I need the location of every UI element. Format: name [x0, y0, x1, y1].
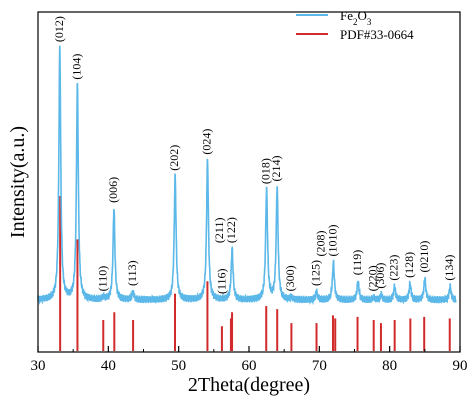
- peak-label: (223): [387, 255, 401, 281]
- peak-label-text: (125): [309, 260, 323, 286]
- legend-label-fe2o3: Fe2O3: [340, 8, 372, 27]
- peak-label-text: (006): [106, 177, 120, 203]
- peak-label: (128): [402, 252, 416, 278]
- x-tick-label: 50: [171, 358, 186, 374]
- peak-label-text: (0210): [417, 241, 431, 273]
- legend-label-pdf: PDF#33-0664: [340, 27, 414, 42]
- peak-label: (018): [259, 158, 273, 184]
- peak-label: (220): [365, 265, 379, 291]
- peak-label: (211)(122): [212, 217, 238, 243]
- peak-label: (119): [350, 250, 364, 276]
- x-tick-label: 90: [453, 358, 468, 374]
- peak-label-text: (119): [350, 250, 364, 276]
- x-tick-label: 60: [242, 358, 257, 374]
- peak-label-text: (208): [313, 230, 327, 256]
- peak-label-text: (104): [69, 54, 83, 80]
- peak-label-text: (018): [259, 158, 273, 184]
- peak-label: (300): [283, 265, 297, 291]
- peak-label-text: (110): [95, 266, 109, 292]
- peak-label-text: (306): [373, 263, 387, 289]
- peak-label: (202): [167, 145, 181, 171]
- peak-label-text: (024): [200, 129, 214, 155]
- peak-label-text: (1010): [325, 224, 339, 256]
- peak-label-text: (223): [387, 255, 401, 281]
- peak-label: (113): [125, 260, 139, 286]
- x-tick-label: 80: [382, 358, 397, 374]
- peak-label: (006): [106, 177, 120, 203]
- peak-label: (116): [214, 268, 228, 294]
- peak-label: (012): [52, 16, 66, 42]
- x-axis-title: 2Theta(degree): [188, 374, 310, 396]
- peak-label: (024): [200, 129, 214, 155]
- peak-label: (125): [309, 260, 323, 286]
- fe2o3-series-line: [37, 45, 457, 306]
- x-tick-label: 40: [101, 358, 116, 374]
- peak-label: (104): [69, 54, 83, 80]
- peak-label-text: (300): [283, 265, 297, 291]
- peak-label-text: (211): [212, 218, 226, 244]
- peak-label: (134): [442, 255, 456, 281]
- peak-label-text: (214): [269, 155, 283, 181]
- x-tick-label: 30: [31, 358, 46, 374]
- peak-label: (208)(1010): [313, 224, 339, 256]
- peak-label-text: (202): [167, 145, 181, 171]
- x-tick-label: 70: [312, 358, 327, 374]
- peak-label-text: (134): [442, 255, 456, 281]
- peak-label: (306): [373, 263, 387, 289]
- peak-label-text: (122): [224, 217, 238, 243]
- peak-label-text: (012): [52, 16, 66, 42]
- peak-label: (214): [269, 155, 283, 181]
- peak-label: (0210): [417, 241, 431, 273]
- peak-label: (110): [95, 266, 109, 292]
- peak-label-text: (113): [125, 260, 139, 286]
- peak-label-text: (128): [402, 252, 416, 278]
- peak-label-text: (116): [214, 268, 228, 294]
- peak-label-text: (220): [365, 265, 379, 291]
- y-axis-title: Intensity(a.u.): [7, 126, 29, 238]
